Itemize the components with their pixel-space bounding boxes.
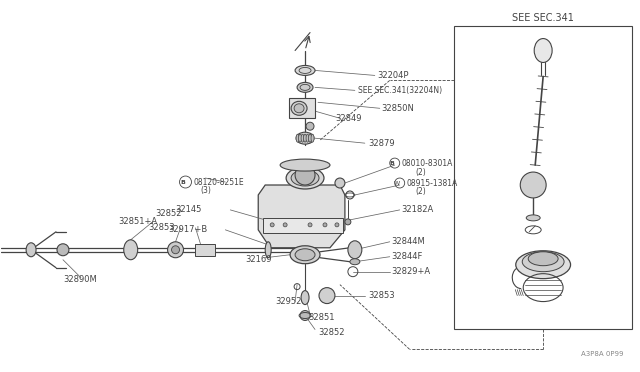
Bar xyxy=(289,98,315,118)
Ellipse shape xyxy=(306,134,309,142)
Ellipse shape xyxy=(348,241,362,259)
Text: 32853: 32853 xyxy=(148,223,175,232)
Circle shape xyxy=(520,172,546,198)
Ellipse shape xyxy=(265,242,271,258)
Text: 32204P: 32204P xyxy=(378,71,410,80)
Circle shape xyxy=(308,223,312,227)
Text: (3): (3) xyxy=(200,186,211,195)
Circle shape xyxy=(306,122,314,130)
Text: 08010-8301A: 08010-8301A xyxy=(402,158,453,167)
Ellipse shape xyxy=(308,134,312,142)
Polygon shape xyxy=(258,185,345,248)
Ellipse shape xyxy=(286,167,324,189)
Ellipse shape xyxy=(301,291,309,305)
Text: 32849: 32849 xyxy=(335,114,362,123)
Text: 32917+B: 32917+B xyxy=(168,225,208,234)
Text: 32182A: 32182A xyxy=(402,205,434,214)
Circle shape xyxy=(300,311,310,321)
Ellipse shape xyxy=(296,132,314,144)
Text: B: B xyxy=(389,161,394,166)
Text: A3P8A 0P99: A3P8A 0P99 xyxy=(581,352,624,357)
Ellipse shape xyxy=(301,134,304,142)
Bar xyxy=(195,244,216,256)
Ellipse shape xyxy=(528,252,558,266)
Text: 32851+A: 32851+A xyxy=(119,217,158,227)
Ellipse shape xyxy=(26,243,36,257)
Ellipse shape xyxy=(311,134,314,142)
Circle shape xyxy=(270,223,274,227)
Text: 32852: 32852 xyxy=(156,209,182,218)
Ellipse shape xyxy=(290,246,320,264)
Ellipse shape xyxy=(299,134,301,142)
Text: 32853: 32853 xyxy=(368,291,394,300)
Ellipse shape xyxy=(295,249,315,261)
Text: 32851: 32851 xyxy=(308,313,335,322)
Ellipse shape xyxy=(516,251,571,279)
Text: 32852: 32852 xyxy=(318,328,344,337)
Circle shape xyxy=(283,223,287,227)
Ellipse shape xyxy=(280,159,330,171)
Ellipse shape xyxy=(297,82,313,92)
Circle shape xyxy=(319,288,335,304)
Circle shape xyxy=(168,242,184,258)
Text: W: W xyxy=(394,180,400,186)
Text: B: B xyxy=(180,180,185,185)
Ellipse shape xyxy=(350,259,360,265)
Ellipse shape xyxy=(522,252,564,272)
Ellipse shape xyxy=(291,101,307,115)
Ellipse shape xyxy=(296,134,299,142)
Ellipse shape xyxy=(124,240,138,260)
Text: SEE SEC.341(32204N): SEE SEC.341(32204N) xyxy=(358,86,442,95)
Circle shape xyxy=(57,244,69,256)
Ellipse shape xyxy=(291,170,319,186)
Text: 08120-8251E: 08120-8251E xyxy=(193,177,244,186)
Bar xyxy=(454,26,632,330)
Text: 32829+A: 32829+A xyxy=(392,267,431,276)
Text: (2): (2) xyxy=(415,187,426,196)
Circle shape xyxy=(335,223,339,227)
Ellipse shape xyxy=(303,134,307,142)
Ellipse shape xyxy=(526,215,540,221)
Text: (2): (2) xyxy=(415,167,426,177)
Text: 32169: 32169 xyxy=(245,255,272,264)
Text: 32844F: 32844F xyxy=(392,252,423,261)
Ellipse shape xyxy=(295,65,315,76)
Text: 08915-1381A: 08915-1381A xyxy=(406,179,458,187)
Text: 32952: 32952 xyxy=(275,297,301,306)
Circle shape xyxy=(323,223,327,227)
Circle shape xyxy=(172,246,180,254)
Ellipse shape xyxy=(534,39,552,62)
Circle shape xyxy=(295,165,315,185)
Bar xyxy=(263,218,343,233)
Circle shape xyxy=(345,219,351,225)
Text: 32890M: 32890M xyxy=(63,275,97,284)
Text: 32844M: 32844M xyxy=(392,237,426,246)
Text: 32850N: 32850N xyxy=(382,104,415,113)
Text: 32145: 32145 xyxy=(175,205,202,214)
Circle shape xyxy=(335,178,345,188)
Text: SEE SEC.341: SEE SEC.341 xyxy=(512,13,574,23)
Ellipse shape xyxy=(294,104,304,113)
Text: 32879: 32879 xyxy=(368,139,394,148)
